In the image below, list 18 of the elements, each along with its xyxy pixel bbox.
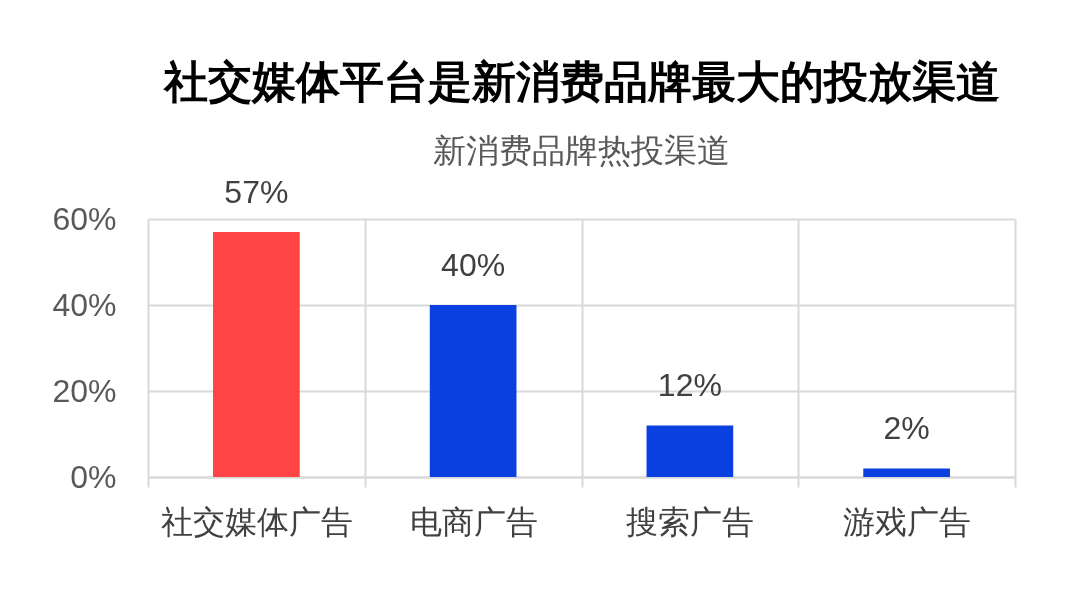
data-label: 2% [883,410,930,447]
y-tick-label: 60% [52,200,117,237]
chart-subtitle: 新消费品牌热投渠道 [433,131,730,169]
data-label: 57% [224,173,289,210]
bar [213,231,300,477]
bar [863,468,950,477]
bar [429,305,517,477]
x-tick-label: 搜索广告 [626,503,755,540]
data-label: 40% [441,247,506,283]
bar [646,425,734,477]
data-label: 12% [657,367,722,404]
x-tick-label: 游戏广告 [843,503,972,540]
x-tick-label: 电商广告 [409,503,538,540]
x-tick-label: 社交媒体广告 [160,503,353,540]
y-tick-label: 0% [70,458,117,495]
y-tick-label: 40% [52,286,117,323]
y-tick-label: 20% [52,372,117,409]
chart-title: 社交媒体平台是新消费品牌最大的投放渠道 [161,56,1000,106]
